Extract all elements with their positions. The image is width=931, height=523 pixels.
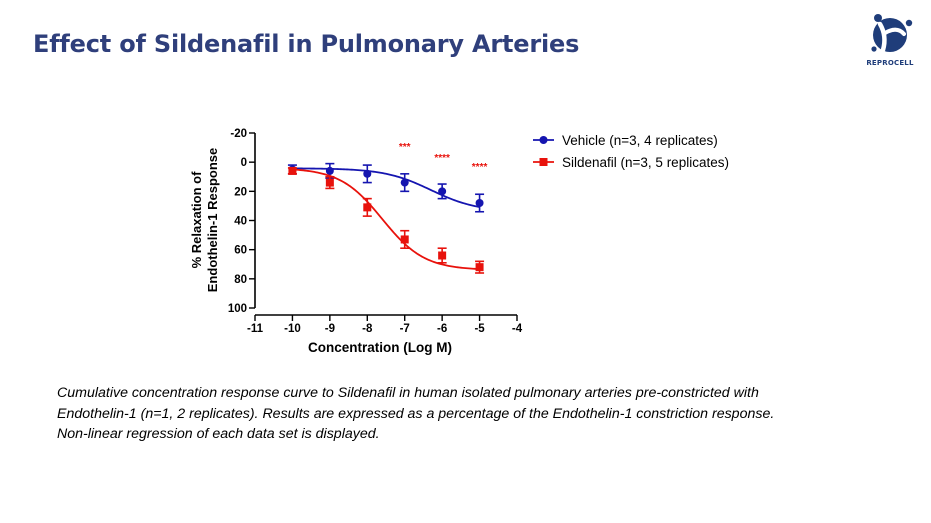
y-tick-label: 60 xyxy=(234,245,247,257)
regression-curve xyxy=(292,168,480,270)
y-axis-label: % Relaxation of xyxy=(189,171,204,268)
data-point xyxy=(475,199,484,207)
y-tick-label: 20 xyxy=(234,186,247,198)
x-tick-label: -6 xyxy=(437,323,447,335)
regression-curve xyxy=(292,167,480,208)
legend-item: Sildenafil (n=3, 5 replicates) xyxy=(533,155,729,170)
caption-line: Non-linear regression of each data set i… xyxy=(57,426,380,442)
legend-label: Sildenafil (n=3, 5 replicates) xyxy=(562,155,729,170)
caption-line: Cumulative concentration response curve … xyxy=(57,385,759,401)
y-tick-label: 0 xyxy=(241,157,247,169)
data-point xyxy=(400,235,409,244)
data-point xyxy=(475,263,484,272)
x-tick-label: -9 xyxy=(325,323,335,335)
y-tick-label: -20 xyxy=(230,128,247,140)
figure-caption: Cumulative concentration response curve … xyxy=(57,383,887,445)
reprocell-logo-icon xyxy=(871,14,913,53)
y-tick-label: 80 xyxy=(234,274,247,286)
x-tick-label: -8 xyxy=(362,323,373,335)
data-point xyxy=(438,187,447,196)
significance-marker: **** xyxy=(472,162,488,173)
y-tick-label: 40 xyxy=(234,216,247,228)
series-0 xyxy=(287,162,485,213)
caption-line: Endothelin-1 (n=1, 2 replicates). Result… xyxy=(57,405,775,422)
y-tick-label: 100 xyxy=(228,303,247,315)
legend-marker xyxy=(539,158,548,166)
y-axis-label: Endothelin-1 Response xyxy=(205,148,220,292)
significance-marker: **** xyxy=(434,153,450,164)
x-axis-label: Concentration (Log M) xyxy=(308,340,452,355)
data-point xyxy=(325,166,334,175)
data-point xyxy=(288,166,297,175)
x-tick-label: -5 xyxy=(474,323,485,335)
x-tick-label: -7 xyxy=(400,323,410,335)
data-point xyxy=(438,251,447,260)
series-1 xyxy=(287,166,485,274)
significance-marker: *** xyxy=(399,142,411,153)
x-tick-label: -11 xyxy=(247,323,264,335)
x-tick-label: -4 xyxy=(512,323,523,335)
data-point xyxy=(363,169,372,178)
legend-marker xyxy=(539,136,548,144)
legend-item: Vehicle (n=3, 4 replicates) xyxy=(533,133,718,148)
legend-label: Vehicle (n=3, 4 replicates) xyxy=(562,133,718,148)
x-tick-label: -10 xyxy=(284,323,301,335)
data-point xyxy=(325,178,334,187)
data-point xyxy=(400,178,409,187)
company-logo: REPROCELL xyxy=(857,12,923,72)
slide-title: Effect of Sildenafil in Pulmonary Arteri… xyxy=(33,30,580,58)
data-point xyxy=(363,203,372,212)
logo-text: REPROCELL xyxy=(866,59,914,67)
